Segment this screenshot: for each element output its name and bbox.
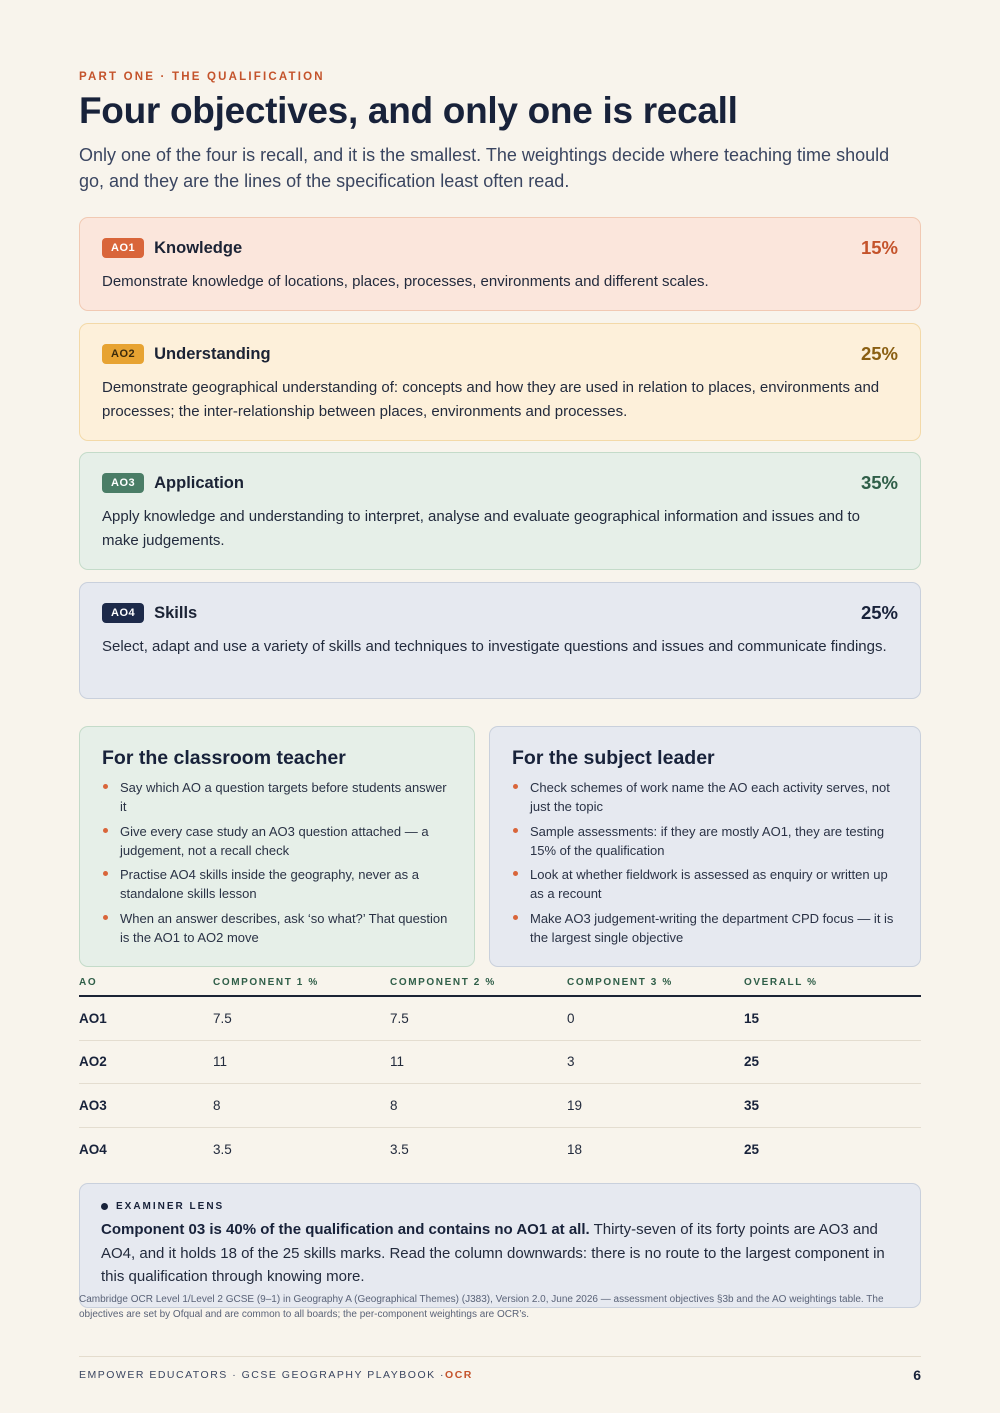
ao2-badge: AO2 <box>102 344 144 364</box>
table-header-cell: COMPONENT 3 % <box>567 976 744 995</box>
list-item: Check schemes of work name the AO each a… <box>512 778 898 816</box>
footer-brand: EMPOWER EDUCATORS · GCSE GEOGRAPHY PLAYB… <box>79 1369 445 1381</box>
ao2-description: Demonstrate geographical understanding o… <box>102 376 898 423</box>
table-cell: 19 <box>567 1098 744 1113</box>
list-item: Practise AO4 skills inside the geography… <box>102 865 452 903</box>
footer-divider <box>79 1356 921 1357</box>
examiner-lens-text: Component 03 is 40% of the qualification… <box>101 1218 899 1289</box>
list-item: Sample assessments: if they are mostly A… <box>512 822 898 860</box>
ao2-name: Understanding <box>154 345 270 364</box>
table-cell: 7.5 <box>390 1011 567 1026</box>
ao1-weighting: 15% <box>861 237 898 259</box>
teacher-panel: For the classroom teacher Say which AO a… <box>79 726 475 967</box>
table-cell: 3 <box>567 1054 744 1069</box>
ao3-description: Apply knowledge and understanding to int… <box>102 505 898 552</box>
lede-paragraph: Only one of the four is recall, and it i… <box>79 142 899 194</box>
table-cell: AO4 <box>79 1142 213 1157</box>
table-header-cell: COMPONENT 2 % <box>390 976 567 995</box>
ao3-card: AO3 Application 35% Apply knowledge and … <box>79 452 921 570</box>
ao4-name: Skills <box>154 604 197 623</box>
list-item: Look at whether fieldwork is assessed as… <box>512 865 898 903</box>
examiner-lens-title: EXAMINER LENS <box>116 1201 224 1212</box>
table-cell: 0 <box>567 1011 744 1026</box>
table-row: AO1 7.5 7.5 0 15 <box>79 997 921 1041</box>
table-cell: 11 <box>390 1054 567 1069</box>
ao1-name: Knowledge <box>154 239 242 258</box>
table-cell: 3.5 <box>390 1142 567 1157</box>
ao1-badge: AO1 <box>102 238 144 258</box>
list-item: Give every case study an AO3 question at… <box>102 822 452 860</box>
list-item: Make AO3 judgement-writing the departmen… <box>512 909 898 947</box>
table-row: AO2 11 11 3 25 <box>79 1041 921 1085</box>
ao1-description: Demonstrate knowledge of locations, plac… <box>102 270 898 294</box>
table-header-cell: OVERALL % <box>744 976 921 995</box>
weightings-table: AO COMPONENT 1 % COMPONENT 2 % COMPONENT… <box>79 976 921 1171</box>
table-cell: 8 <box>390 1098 567 1113</box>
ao4-description: Select, adapt and use a variety of skill… <box>102 635 898 659</box>
table-header-cell: AO <box>79 976 213 995</box>
table-cell: 3.5 <box>213 1142 390 1157</box>
page-footer: EMPOWER EDUCATORS · GCSE GEOGRAPHY PLAYB… <box>79 1367 921 1383</box>
table-header-cell: COMPONENT 1 % <box>213 976 390 995</box>
table-row: AO4 3.5 3.5 18 25 <box>79 1128 921 1172</box>
list-item: Say which AO a question targets before s… <box>102 778 452 816</box>
page-title: Four objectives, and only one is recall <box>79 90 738 132</box>
teacher-list: Say which AO a question targets before s… <box>102 778 452 947</box>
section-kicker: PART ONE · THE QUALIFICATION <box>79 71 325 83</box>
ao4-weighting: 25% <box>861 602 898 624</box>
table-cell: 18 <box>567 1142 744 1157</box>
ao3-weighting: 35% <box>861 472 898 494</box>
ao2-weighting: 25% <box>861 343 898 365</box>
table-cell: 8 <box>213 1098 390 1113</box>
ao4-card: AO4 Skills 25% Select, adapt and use a v… <box>79 582 921 699</box>
leader-list: Check schemes of work name the AO each a… <box>512 778 898 947</box>
source-citation: Cambridge OCR Level 1/Level 2 GCSE (9–1)… <box>79 1292 921 1322</box>
table-cell: 15 <box>744 1011 921 1026</box>
footer-board: OCR <box>445 1369 473 1381</box>
table-cell: 25 <box>744 1054 921 1069</box>
page-number: 6 <box>913 1367 921 1383</box>
leader-panel: For the subject leader Check schemes of … <box>489 726 921 967</box>
teacher-panel-heading: For the classroom teacher <box>102 747 452 770</box>
table-cell: AO3 <box>79 1098 213 1113</box>
ao3-name: Application <box>154 474 244 493</box>
table-row: AO3 8 8 19 35 <box>79 1084 921 1128</box>
examiner-lens-emphasis: Component 03 is 40% of the qualification… <box>101 1221 590 1238</box>
table-cell: 11 <box>213 1054 390 1069</box>
table-header-row: AO COMPONENT 1 % COMPONENT 2 % COMPONENT… <box>79 976 921 997</box>
ao3-badge: AO3 <box>102 473 144 493</box>
table-cell: 7.5 <box>213 1011 390 1026</box>
list-item: When an answer describes, ask ‘so what?’… <box>102 909 452 947</box>
table-cell: 35 <box>744 1098 921 1113</box>
table-cell: AO2 <box>79 1054 213 1069</box>
ao1-card: AO1 Knowledge 15% Demonstrate knowledge … <box>79 217 921 311</box>
bullet-dot-icon <box>101 1203 108 1210</box>
leader-panel-heading: For the subject leader <box>512 747 898 770</box>
examiner-lens-callout: EXAMINER LENS Component 03 is 40% of the… <box>79 1183 921 1308</box>
examiner-lens-label: EXAMINER LENS <box>101 1201 899 1212</box>
ao4-badge: AO4 <box>102 603 144 623</box>
table-cell: AO1 <box>79 1011 213 1026</box>
ao2-card: AO2 Understanding 25% Demonstrate geogra… <box>79 323 921 441</box>
table-cell: 25 <box>744 1142 921 1157</box>
